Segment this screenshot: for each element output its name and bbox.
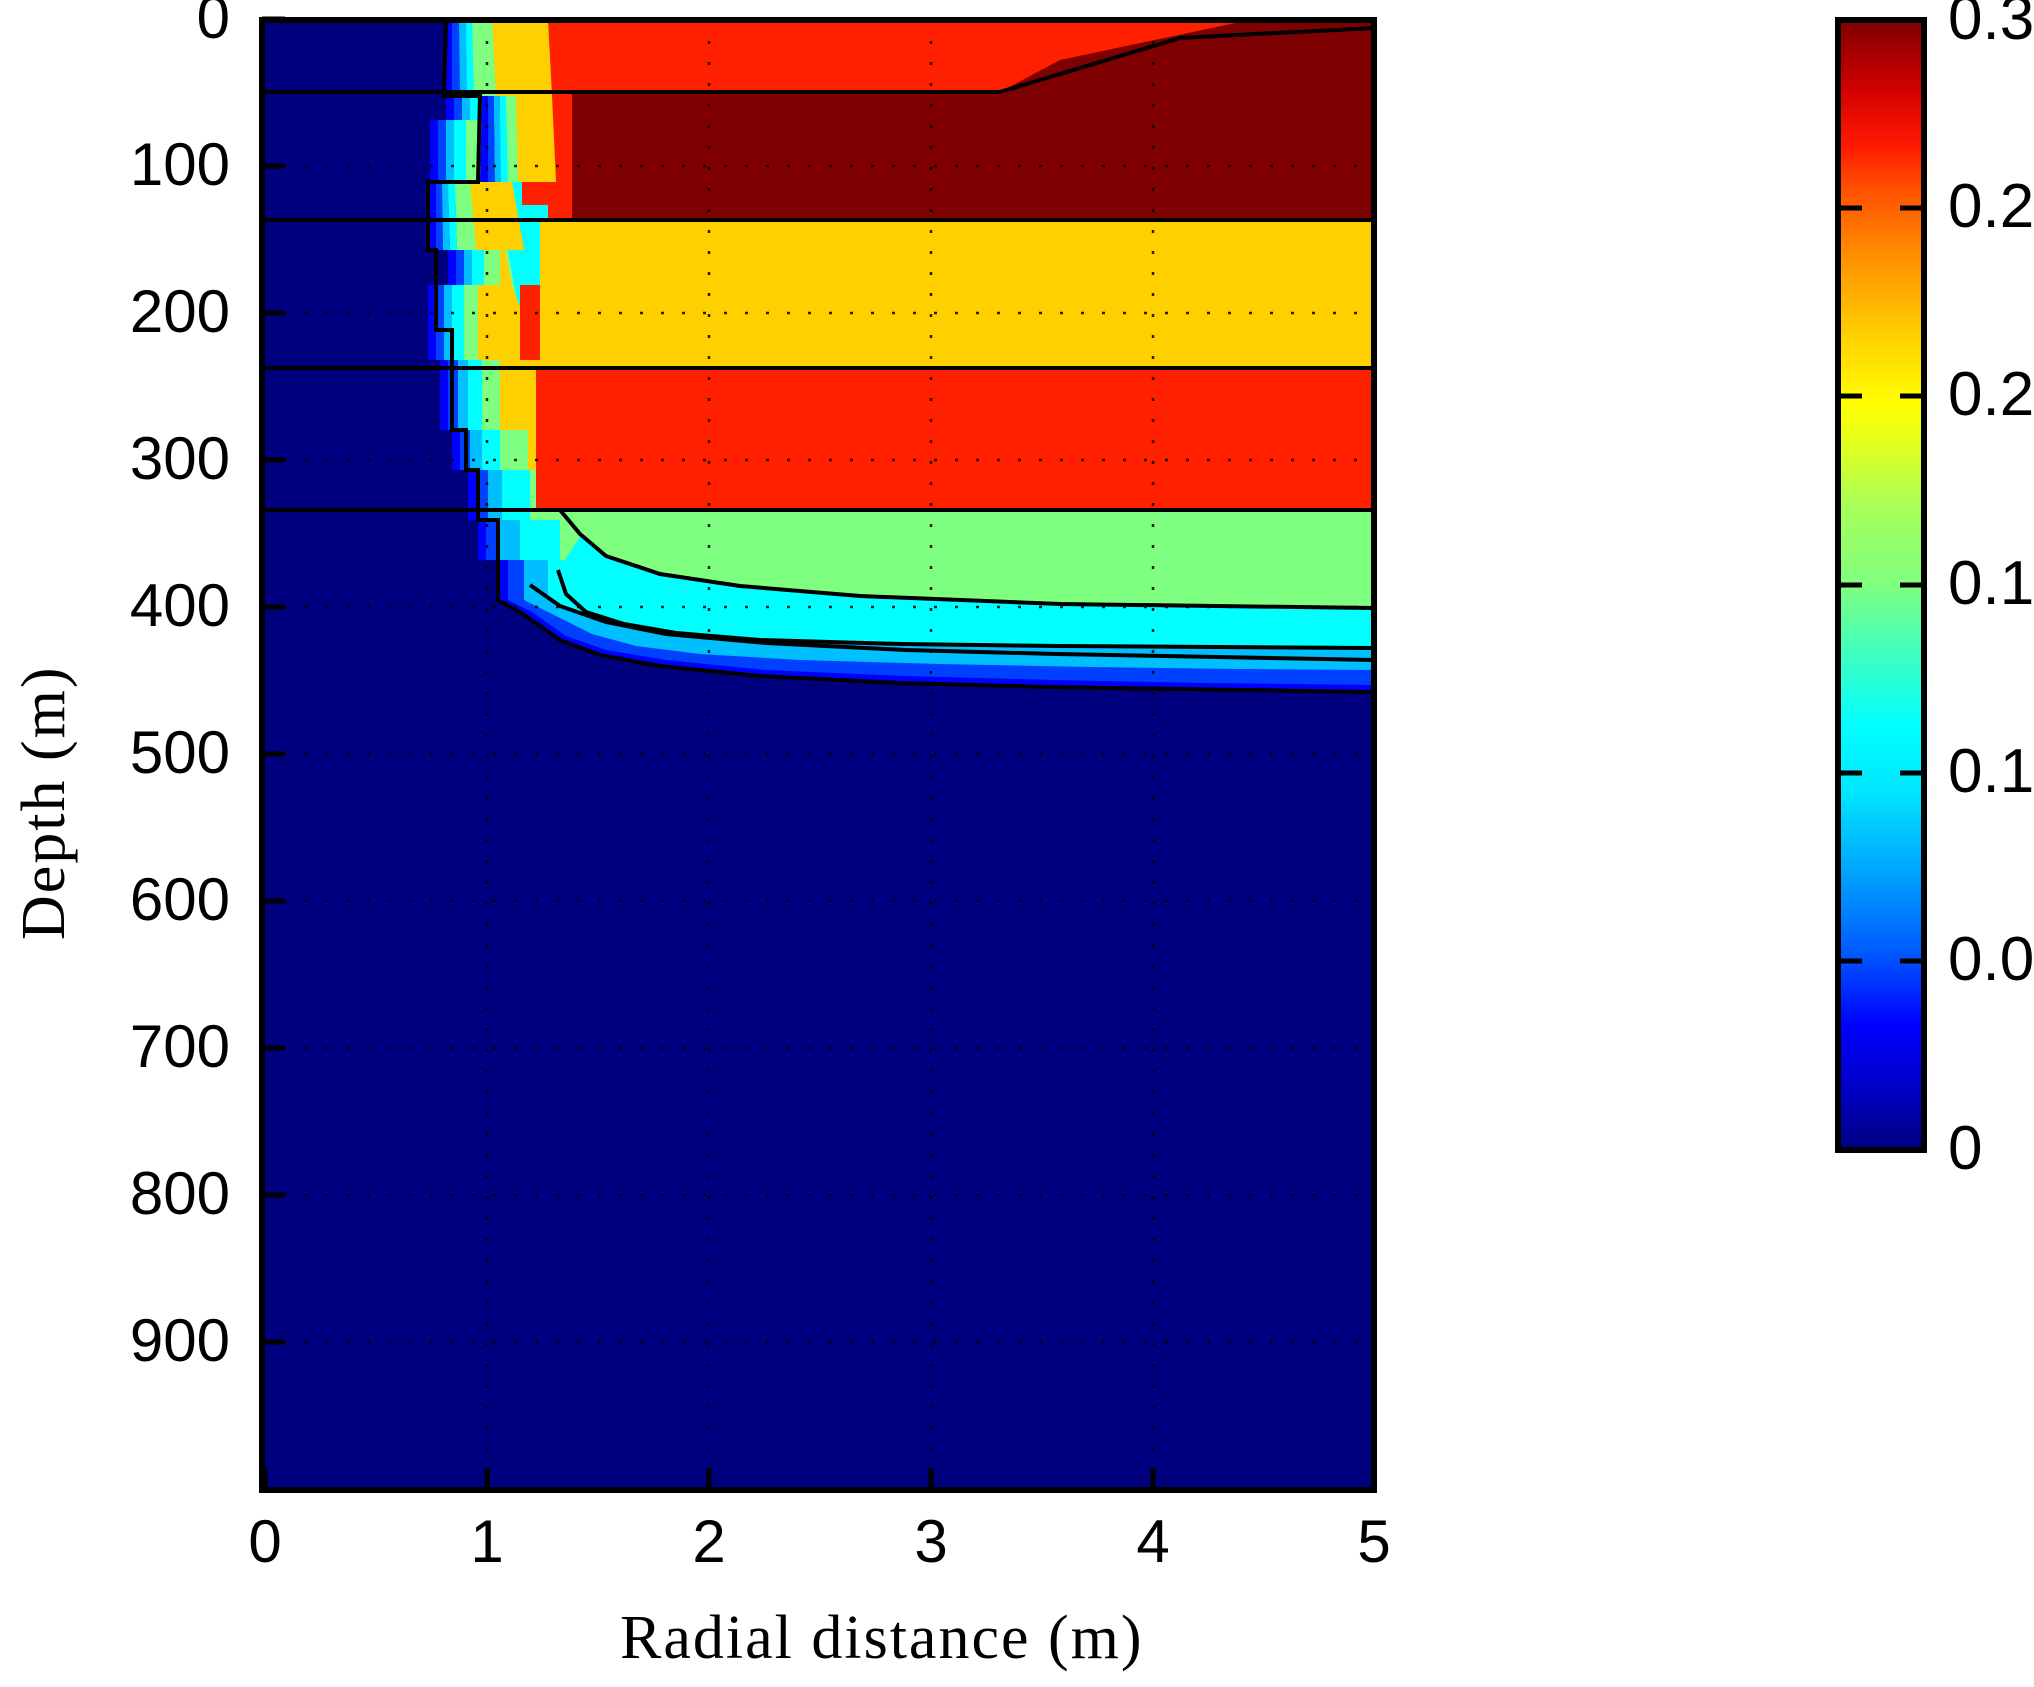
colorbar-tick-label-0p3: 0.3 <box>1948 0 2034 53</box>
ytick-label-500: 500 <box>129 719 230 786</box>
contour-band-layer-380-410 <box>558 534 1374 648</box>
ytick-label-900: 900 <box>129 1307 230 1374</box>
ytick-label-700: 700 <box>129 1013 230 1080</box>
contour-band-layer-300-380 <box>560 510 1374 608</box>
colorbar-tick-label-0p2: 0.2 <box>1948 360 2034 429</box>
ytick-label-0: 0 <box>196 0 230 51</box>
ytick-label-600: 600 <box>129 866 230 933</box>
axis-frame <box>259 17 1377 1493</box>
xtick-label-3: 3 <box>914 1508 948 1575</box>
contour-band-100 <box>444 20 1374 670</box>
colorbar-tick-label-0p15: 0.15 <box>1948 549 2034 618</box>
xtick-label-4: 4 <box>1136 1508 1170 1575</box>
contour-band-layer-50-150 <box>572 28 1374 220</box>
contour-line-group <box>262 20 1374 694</box>
ytick-label-300: 300 <box>129 425 230 492</box>
colorbar-tick-label-0p05: 0.05 <box>1948 925 2034 994</box>
xtick-label-2: 2 <box>692 1508 726 1575</box>
ytick-label-200: 200 <box>129 278 230 345</box>
ytick-label-800: 800 <box>129 1160 230 1227</box>
contour-band-layer-250-300 <box>536 368 1374 510</box>
plume-edge-detail <box>428 20 556 250</box>
xtick-label-5: 5 <box>1357 1508 1391 1575</box>
xtick-label-0: 0 <box>248 1508 282 1575</box>
x-axis-title: Radial distance (m) <box>620 1604 1144 1672</box>
xtick-label-1: 1 <box>470 1508 504 1575</box>
colorbar-tick-label-0: 0 <box>1948 1114 1983 1183</box>
colorbar-tick-label-0p1: 0.1 <box>1948 737 2034 806</box>
ytick-label-100: 100 <box>129 131 230 198</box>
colorbar-tick-label-0p25: 0.25 <box>1948 172 2034 241</box>
contour-band-layer-150-250 <box>540 220 1374 368</box>
colorbar-ticks <box>1838 205 1924 964</box>
y-axis-title: Depth (m) <box>10 665 78 940</box>
contour-band-dark-core-top <box>1000 22 1374 92</box>
ytick-label-400: 400 <box>129 572 230 639</box>
contour-fill-group <box>262 20 1374 1490</box>
